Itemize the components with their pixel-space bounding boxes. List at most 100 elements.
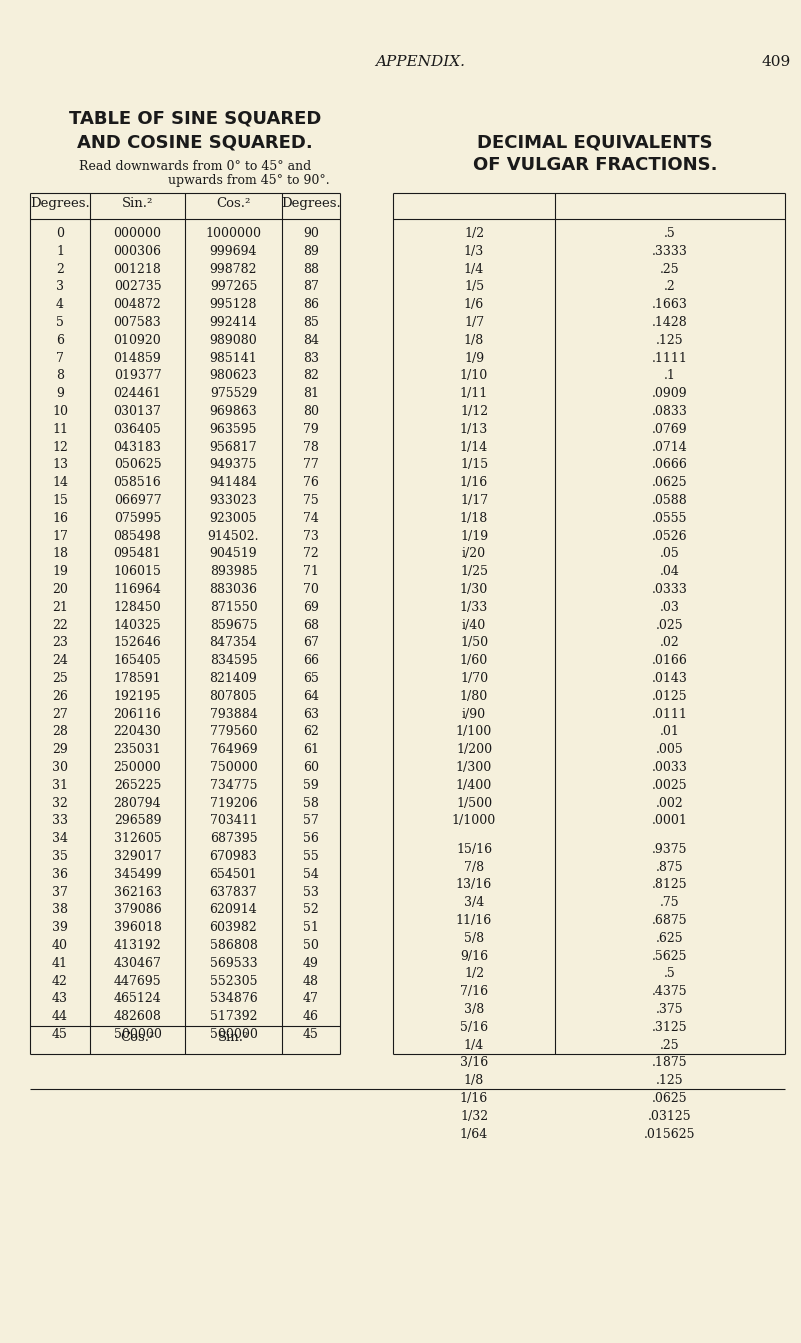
Text: 807805: 807805 — [210, 690, 257, 702]
Text: 13: 13 — [52, 458, 68, 471]
Text: Degrees.: Degrees. — [281, 197, 341, 210]
Text: .1875: .1875 — [652, 1057, 688, 1069]
Text: .125: .125 — [656, 1074, 684, 1088]
Text: .0909: .0909 — [652, 387, 688, 400]
Text: 1/17: 1/17 — [460, 494, 488, 508]
Text: 734775: 734775 — [210, 779, 257, 792]
Text: 1/80: 1/80 — [460, 690, 488, 702]
Text: 036405: 036405 — [114, 423, 162, 435]
Text: 000306: 000306 — [114, 244, 162, 258]
Text: .75: .75 — [660, 896, 680, 909]
Text: 64: 64 — [303, 690, 319, 702]
Text: 220430: 220430 — [114, 725, 161, 739]
Text: 5/8: 5/8 — [464, 932, 484, 945]
Text: 997265: 997265 — [210, 281, 257, 293]
Text: 20: 20 — [52, 583, 68, 596]
Text: 23: 23 — [52, 637, 68, 650]
Text: 654501: 654501 — [210, 868, 257, 881]
Text: 413192: 413192 — [114, 939, 161, 952]
Text: 050625: 050625 — [114, 458, 161, 471]
Text: 57: 57 — [303, 814, 319, 827]
Text: 1/9: 1/9 — [464, 352, 484, 364]
Text: 637837: 637837 — [210, 885, 257, 898]
Text: .125: .125 — [656, 334, 684, 346]
Text: 1/7: 1/7 — [464, 316, 484, 329]
Text: 1/19: 1/19 — [460, 529, 488, 543]
Text: .2: .2 — [664, 281, 676, 293]
Text: 1/18: 1/18 — [460, 512, 488, 525]
Text: 001218: 001218 — [114, 263, 162, 275]
Text: .5: .5 — [664, 227, 676, 240]
Text: 16: 16 — [52, 512, 68, 525]
Text: OF VULGAR FRACTIONS.: OF VULGAR FRACTIONS. — [473, 156, 717, 175]
Text: 178591: 178591 — [114, 672, 161, 685]
Text: 379086: 379086 — [114, 904, 161, 916]
Text: 25: 25 — [52, 672, 68, 685]
Text: .0526: .0526 — [652, 529, 688, 543]
Text: 38: 38 — [52, 904, 68, 916]
Text: 39: 39 — [52, 921, 68, 935]
Text: 84: 84 — [303, 334, 319, 346]
Text: 106015: 106015 — [114, 565, 162, 579]
Text: 5: 5 — [56, 316, 64, 329]
Text: 1/32: 1/32 — [460, 1109, 488, 1123]
Text: 500000: 500000 — [114, 1027, 162, 1041]
Text: 969863: 969863 — [210, 406, 257, 418]
Text: .0625: .0625 — [652, 477, 688, 489]
Text: .02: .02 — [660, 637, 680, 650]
Text: 014859: 014859 — [114, 352, 161, 364]
Text: 779560: 779560 — [210, 725, 257, 739]
Text: 31: 31 — [52, 779, 68, 792]
Text: .6875: .6875 — [652, 915, 688, 927]
Text: 10: 10 — [52, 406, 68, 418]
Text: 206116: 206116 — [114, 708, 162, 721]
Text: 703411: 703411 — [210, 814, 257, 827]
Text: 995128: 995128 — [210, 298, 257, 312]
Text: .005: .005 — [656, 743, 684, 756]
Text: 517392: 517392 — [210, 1010, 257, 1023]
Text: .03: .03 — [660, 600, 680, 614]
Text: 687395: 687395 — [210, 833, 257, 845]
Text: 603982: 603982 — [210, 921, 257, 935]
Text: 6: 6 — [56, 334, 64, 346]
Text: .4375: .4375 — [652, 986, 688, 998]
Text: .0333: .0333 — [652, 583, 688, 596]
Text: 45: 45 — [303, 1027, 319, 1041]
Text: 55: 55 — [303, 850, 319, 864]
Text: 923005: 923005 — [210, 512, 257, 525]
Text: 933023: 933023 — [210, 494, 257, 508]
Text: 30: 30 — [52, 761, 68, 774]
Text: 65: 65 — [303, 672, 319, 685]
Text: 27: 27 — [52, 708, 68, 721]
Text: .1663: .1663 — [652, 298, 688, 312]
Text: 949375: 949375 — [210, 458, 257, 471]
Text: 32: 32 — [52, 796, 68, 810]
Text: Cos.²: Cos.² — [216, 197, 251, 210]
Text: 534876: 534876 — [210, 992, 257, 1006]
Text: 1/5: 1/5 — [464, 281, 484, 293]
Text: 86: 86 — [303, 298, 319, 312]
Text: 1/12: 1/12 — [460, 406, 488, 418]
Text: Degrees.: Degrees. — [30, 197, 90, 210]
Text: 999694: 999694 — [210, 244, 257, 258]
Text: 15/16: 15/16 — [456, 843, 492, 855]
Text: 11/16: 11/16 — [456, 915, 492, 927]
Text: 1/400: 1/400 — [456, 779, 492, 792]
Text: 1000000: 1000000 — [206, 227, 261, 240]
Text: 8: 8 — [56, 369, 64, 383]
Text: 004872: 004872 — [114, 298, 161, 312]
Text: AND COSINE SQUARED.: AND COSINE SQUARED. — [77, 133, 313, 150]
Text: 834595: 834595 — [210, 654, 257, 667]
Text: 296589: 296589 — [114, 814, 161, 827]
Text: .25: .25 — [660, 263, 680, 275]
Text: 312605: 312605 — [114, 833, 161, 845]
Text: i/90: i/90 — [462, 708, 486, 721]
Text: Sin.²: Sin.² — [218, 1031, 249, 1044]
Text: 235031: 235031 — [114, 743, 161, 756]
Text: 14: 14 — [52, 477, 68, 489]
Text: 1/50: 1/50 — [460, 637, 488, 650]
Text: 78: 78 — [303, 441, 319, 454]
Text: .04: .04 — [660, 565, 680, 579]
Text: 3: 3 — [56, 281, 64, 293]
Text: 1: 1 — [56, 244, 64, 258]
